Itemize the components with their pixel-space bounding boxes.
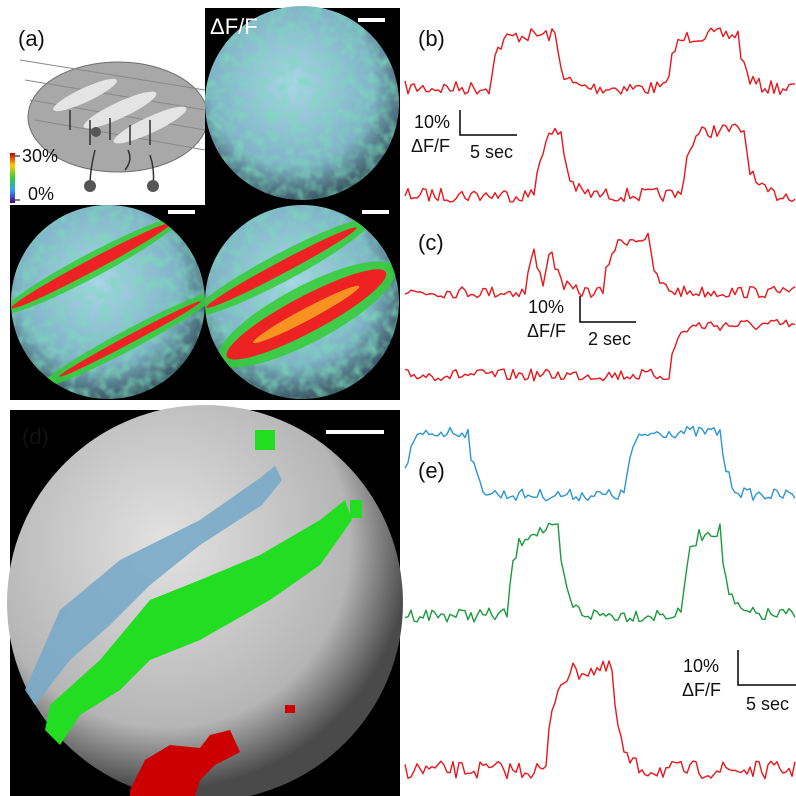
figure: 30% 0% (a) ΔF/F <box>0 0 796 796</box>
trace <box>405 661 795 779</box>
trace <box>405 124 795 202</box>
traces <box>405 28 795 779</box>
scale-bar-e: 10% ΔF/F 5 sec (e) <box>418 458 796 714</box>
scale-unit: ΔF/F <box>527 321 566 341</box>
trace <box>405 28 795 94</box>
scale-unit: ΔF/F <box>411 136 450 156</box>
image-segmentation: (d) <box>7 405 403 796</box>
trace <box>405 523 795 622</box>
scale-time: 2 sec <box>588 329 631 349</box>
image-response-1 <box>0 205 223 400</box>
image-response-2 <box>187 205 408 400</box>
image-baseline: ΔF/F <box>205 6 400 205</box>
panel-label: (d) <box>22 424 49 449</box>
panel-label: (b) <box>418 26 445 51</box>
schematic: 30% 0% (a) <box>10 26 208 204</box>
panel-label: (c) <box>418 230 444 255</box>
panel-label: (a) <box>18 26 45 51</box>
scale-amplitude: 10% <box>528 297 564 317</box>
scale-amplitude: 10% <box>414 112 450 132</box>
image-label: ΔF/F <box>210 14 258 39</box>
scale-amplitude: 10% <box>683 656 719 676</box>
scale-time: 5 sec <box>746 694 789 714</box>
trace <box>405 426 795 501</box>
colorbar-max: 30% <box>22 146 58 166</box>
scale-unit: ΔF/F <box>682 680 721 700</box>
trace <box>405 233 795 298</box>
scale-time: 5 sec <box>470 142 513 162</box>
panel-label: (e) <box>418 458 445 483</box>
colorbar-min: 0% <box>28 184 54 204</box>
